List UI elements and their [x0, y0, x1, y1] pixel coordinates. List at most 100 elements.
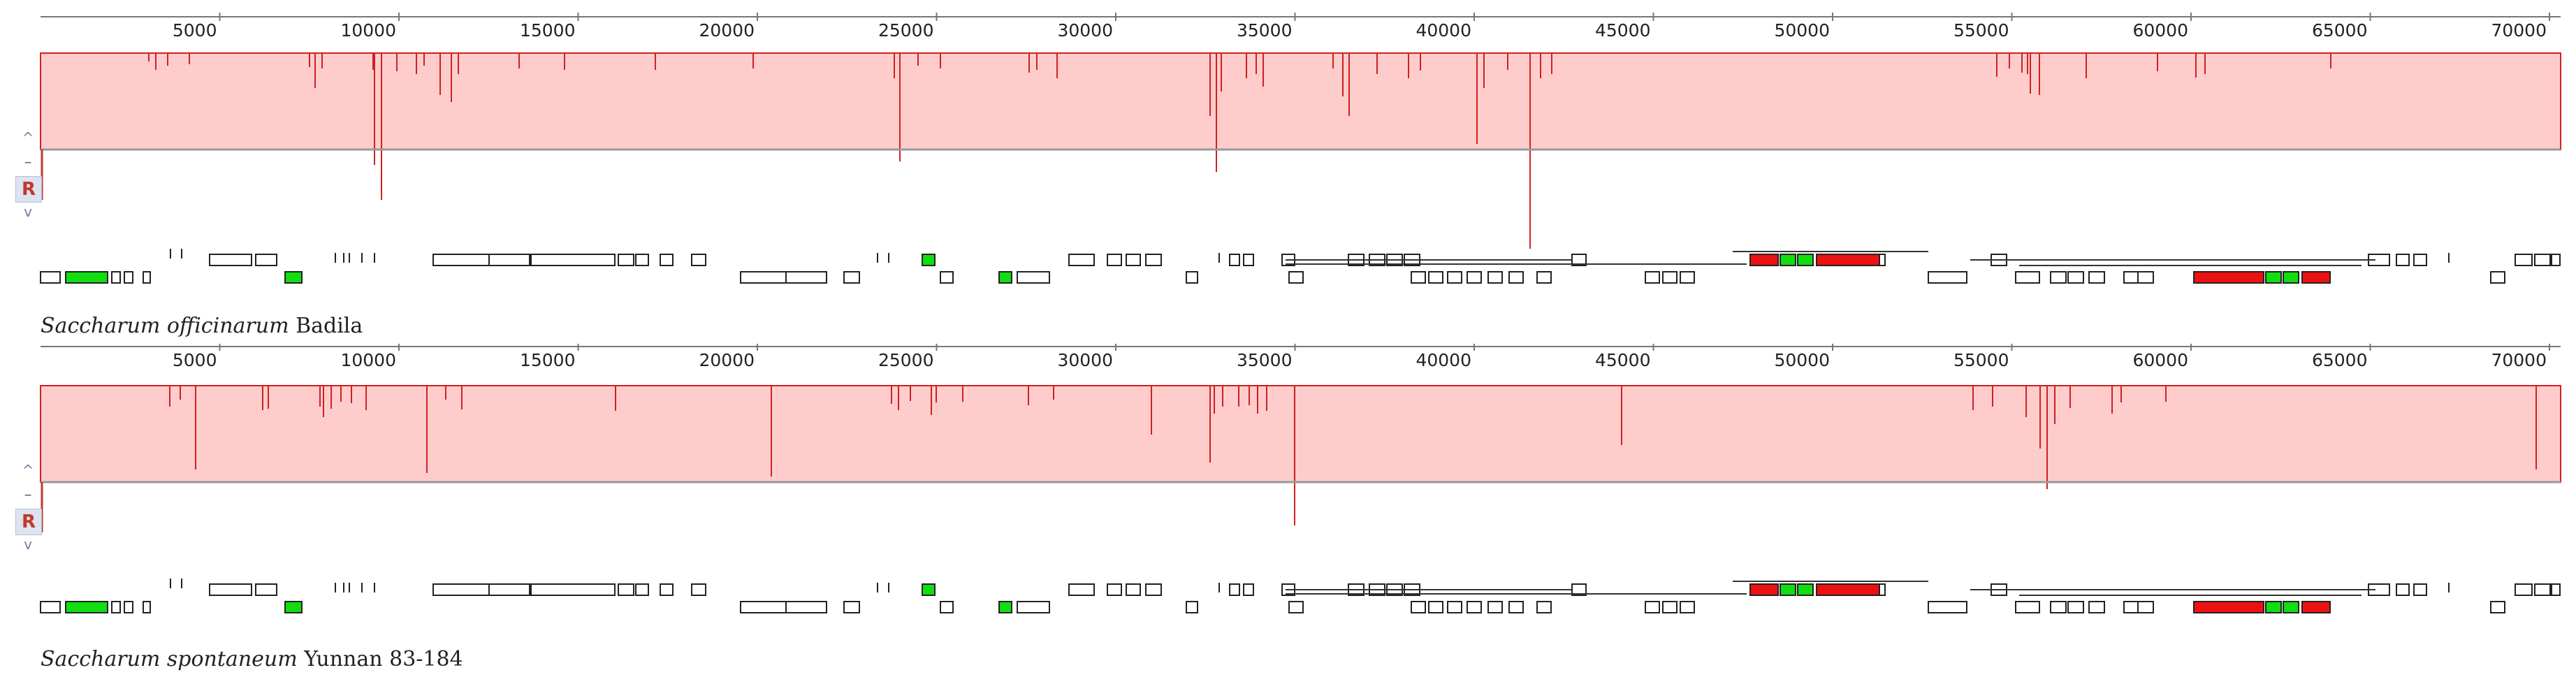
trna-gene[interactable]: [284, 601, 303, 613]
gene-feature[interactable]: [785, 601, 827, 613]
gene-feature[interactable]: [209, 254, 252, 266]
dash-icon[interactable]: –: [24, 154, 32, 171]
rrna-gene[interactable]: [1816, 583, 1880, 596]
gene-feature[interactable]: [143, 601, 151, 613]
trna-gene[interactable]: [2283, 271, 2299, 284]
trna-gene[interactable]: [998, 271, 1012, 284]
gene-feature[interactable]: [1536, 271, 1552, 284]
gene-feature[interactable]: [660, 583, 674, 596]
collapse-up-icon[interactable]: ^: [22, 129, 34, 146]
gene-feature[interactable]: [2088, 271, 2105, 284]
gene-feature[interactable]: [1068, 254, 1095, 266]
gene-feature[interactable]: [2123, 601, 2140, 613]
gene-feature[interactable]: [1145, 254, 1162, 266]
gene-feature[interactable]: [691, 254, 706, 266]
gene-feature[interactable]: [618, 254, 634, 266]
trna-gene[interactable]: [284, 271, 303, 284]
gene-feature[interactable]: [785, 271, 827, 284]
gene-feature[interactable]: [530, 583, 616, 596]
gene-feature[interactable]: [1467, 601, 1482, 613]
gene-feature[interactable]: [1680, 271, 1695, 284]
gene-feature[interactable]: [660, 254, 674, 266]
gene-feature[interactable]: [1879, 583, 1886, 596]
gene-feature[interactable]: [2015, 271, 2040, 284]
gene-feature[interactable]: [2551, 254, 2561, 266]
gene-feature[interactable]: [1186, 271, 1198, 284]
gene-feature[interactable]: [1662, 601, 1678, 613]
gene-feature[interactable]: [1126, 583, 1141, 596]
gene-feature[interactable]: [940, 271, 954, 284]
gene-feature[interactable]: [255, 583, 277, 596]
gene-feature[interactable]: [1186, 601, 1198, 613]
rrna-gene[interactable]: [1749, 583, 1779, 596]
gene-feature[interactable]: [740, 271, 787, 284]
gene-feature[interactable]: [2088, 601, 2105, 613]
gene-feature[interactable]: [2413, 254, 2427, 266]
rrna-gene[interactable]: [2193, 271, 2264, 284]
gene-feature[interactable]: [255, 254, 277, 266]
trna-gene[interactable]: [1780, 583, 1796, 596]
gene-feature[interactable]: [1145, 583, 1162, 596]
gene-feature[interactable]: [1447, 271, 1462, 284]
gene-feature[interactable]: [124, 271, 133, 284]
gene-feature[interactable]: [1107, 254, 1122, 266]
gene-feature[interactable]: [2015, 601, 2040, 613]
gene-feature[interactable]: [2515, 254, 2533, 266]
trna-gene[interactable]: [2283, 601, 2299, 613]
trna-gene[interactable]: [1797, 583, 1814, 596]
rrna-gene[interactable]: [2301, 601, 2331, 613]
gene-feature[interactable]: [40, 271, 61, 284]
gene-feature[interactable]: [1017, 271, 1050, 284]
collapse-down-icon[interactable]: v: [24, 536, 32, 553]
dash-icon[interactable]: –: [24, 486, 32, 504]
gene-feature[interactable]: [1243, 583, 1254, 596]
gene-feature[interactable]: [1243, 254, 1254, 266]
gene-feature[interactable]: [1411, 601, 1426, 613]
gene-feature[interactable]: [2515, 583, 2533, 596]
gene-feature[interactable]: [1288, 601, 1304, 613]
gene-feature[interactable]: [1487, 601, 1503, 613]
gene-feature[interactable]: [1508, 601, 1524, 613]
gene-feature[interactable]: [635, 254, 649, 266]
collapse-up-icon[interactable]: ^: [22, 462, 34, 479]
gene-feature[interactable]: [111, 601, 121, 613]
gene-feature[interactable]: [1288, 271, 1304, 284]
trna-gene[interactable]: [998, 601, 1012, 613]
gene-feature[interactable]: [1428, 271, 1443, 284]
rrna-gene[interactable]: [1816, 254, 1880, 266]
trna-gene[interactable]: [65, 271, 108, 284]
trna-gene[interactable]: [1780, 254, 1796, 266]
gene-feature[interactable]: [618, 583, 634, 596]
gene-feature[interactable]: [111, 271, 121, 284]
gene-feature[interactable]: [1411, 271, 1426, 284]
collapse-down-icon[interactable]: v: [24, 203, 32, 220]
gene-feature[interactable]: [2534, 254, 2551, 266]
rrna-gene[interactable]: [2193, 601, 2264, 613]
gene-feature[interactable]: [1645, 271, 1660, 284]
gene-feature[interactable]: [1508, 271, 1524, 284]
gene-feature[interactable]: [691, 583, 706, 596]
trna-gene[interactable]: [2265, 271, 2282, 284]
gene-feature[interactable]: [2123, 271, 2140, 284]
gene-feature[interactable]: [209, 583, 252, 596]
similarity-block[interactable]: [40, 52, 2561, 150]
gene-feature[interactable]: [1662, 271, 1678, 284]
gene-feature[interactable]: [1645, 601, 1660, 613]
gene-feature[interactable]: [1879, 254, 1886, 266]
gene-feature[interactable]: [635, 583, 649, 596]
gene-feature[interactable]: [740, 601, 787, 613]
gene-feature[interactable]: [143, 271, 151, 284]
gene-feature[interactable]: [2137, 601, 2154, 613]
gene-feature[interactable]: [1680, 601, 1695, 613]
gene-feature[interactable]: [2534, 583, 2551, 596]
gene-feature[interactable]: [2551, 583, 2561, 596]
gene-feature[interactable]: [2067, 601, 2084, 613]
trna-gene[interactable]: [1797, 254, 1814, 266]
gene-feature[interactable]: [40, 601, 61, 613]
gene-feature[interactable]: [488, 583, 530, 596]
gene-feature[interactable]: [530, 254, 616, 266]
trna-gene[interactable]: [922, 254, 936, 266]
gene-feature[interactable]: [2396, 254, 2410, 266]
gene-feature[interactable]: [843, 601, 860, 613]
reverse-button[interactable]: R: [15, 509, 42, 535]
